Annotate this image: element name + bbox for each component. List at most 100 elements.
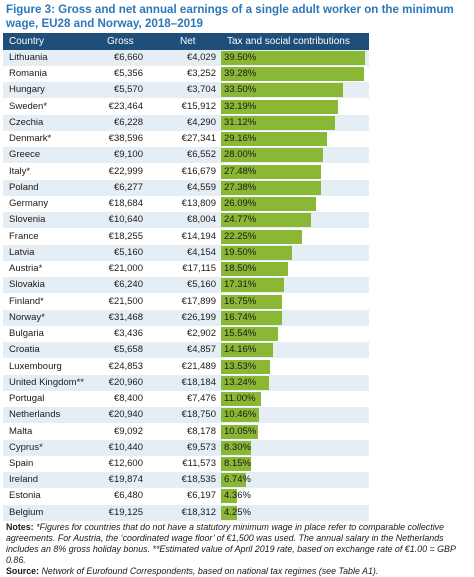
tax-label: 16.74% <box>224 311 257 323</box>
net-cell: €9,573 <box>186 441 216 453</box>
gross-cell: €18,684 <box>108 198 143 210</box>
net-cell: €6,197 <box>186 490 216 502</box>
net-cell: €21,489 <box>181 360 216 372</box>
table-header: Country Gross Net Tax and social contrib… <box>3 33 369 50</box>
country-cell: Slovakia <box>9 279 45 291</box>
net-cell: €16,679 <box>181 165 216 177</box>
country-cell: Netherlands <box>9 409 61 421</box>
tax-label: 8.30% <box>224 441 251 453</box>
figure-title: Figure 3: Gross and net annual earnings … <box>6 3 454 30</box>
net-cell: €13,809 <box>181 198 216 210</box>
tax-bar <box>221 99 339 114</box>
table-row: Ireland €19,874 €18,535 6.74% <box>3 472 369 489</box>
table-row: Austria* €21,000 €17,115 18.50% <box>3 261 369 278</box>
table-row: Italy* €22,999 €16,679 27.48% <box>3 163 369 180</box>
country-cell: Romania <box>9 68 48 80</box>
net-cell: €26,199 <box>181 311 216 323</box>
tax-label: 39.28% <box>224 68 257 80</box>
tax-label: 28.00% <box>224 149 257 161</box>
tax-label: 27.48% <box>224 165 257 177</box>
table-row: Slovenia €10,640 €8,004 24.77% <box>3 212 369 229</box>
tax-bar <box>221 213 312 228</box>
net-cell: €2,902 <box>186 328 216 340</box>
tax-bar <box>221 424 258 439</box>
country-cell: Germany <box>9 198 49 210</box>
gross-cell: €9,092 <box>113 425 143 437</box>
country-cell: Sweden* <box>9 100 48 112</box>
gross-cell: €6,240 <box>113 279 143 291</box>
table-row: Romania €5,356 €3,252 39.28% <box>3 66 369 83</box>
notes-text: *Figures for countries that do not have … <box>6 522 456 565</box>
net-cell: €4,029 <box>186 52 216 63</box>
tax-label: 22.25% <box>224 230 257 242</box>
country-cell: Cyprus* <box>9 441 43 453</box>
tax-bar <box>221 505 237 520</box>
table-row: Finland* €21,500 €17,899 16.75% <box>3 293 369 310</box>
net-cell: €6,552 <box>186 149 216 161</box>
header-net: Net <box>180 36 196 47</box>
tax-bar <box>221 148 324 163</box>
gross-cell: €5,658 <box>113 344 143 356</box>
gross-cell: €19,874 <box>108 474 143 486</box>
table-row: Estonia €6,480 €6,197 4.36% <box>3 488 369 505</box>
gross-cell: €10,440 <box>108 441 143 453</box>
net-cell: €17,899 <box>181 295 216 307</box>
tax-label: 39.50% <box>224 52 257 63</box>
gross-cell: €19,125 <box>108 506 143 518</box>
net-cell: €4,559 <box>186 181 216 193</box>
tax-label: 13.53% <box>224 360 257 372</box>
country-cell: United Kingdom** <box>9 376 84 388</box>
country-cell: Spain <box>9 458 34 469</box>
country-cell: Portugal <box>9 393 45 405</box>
figure-notes: Notes: *Figures for countries that do no… <box>6 522 468 577</box>
tax-bar <box>221 83 344 98</box>
tax-bar <box>221 245 293 260</box>
table-row: Greece €9,100 €6,552 28.00% <box>3 147 369 164</box>
tax-bar <box>221 310 282 325</box>
earnings-table-chart: Country Gross Net Tax and social contrib… <box>3 33 369 521</box>
notes-label: Notes: <box>6 522 34 532</box>
gross-cell: €12,600 <box>108 458 143 469</box>
gross-cell: €21,000 <box>108 263 143 275</box>
tax-bar <box>221 375 270 390</box>
tax-bar <box>221 408 260 423</box>
tax-label: 6.74% <box>224 474 251 486</box>
net-cell: €11,573 <box>182 458 216 469</box>
net-cell: €8,004 <box>186 214 216 226</box>
table-row: Portugal €8,400 €7,476 11.00% <box>3 391 369 408</box>
country-cell: Poland <box>9 181 39 193</box>
tax-bar <box>221 359 271 374</box>
gross-cell: €3,436 <box>113 328 143 340</box>
table-row: Cyprus* €10,440 €9,573 8.30% <box>3 439 369 456</box>
country-cell: Norway* <box>9 311 45 323</box>
gross-cell: €5,570 <box>113 84 143 96</box>
table-row: Lithuania €6,660 €4,029 39.50% <box>3 50 369 66</box>
tax-label: 24.77% <box>224 214 257 226</box>
country-cell: Slovenia <box>9 214 46 226</box>
tax-label: 8.15% <box>224 458 251 469</box>
table-row: Malta €9,092 €8,178 10.05% <box>3 423 369 440</box>
tax-bar <box>221 327 278 342</box>
tax-bar <box>221 489 237 504</box>
gross-cell: €6,277 <box>113 181 143 193</box>
gross-cell: €20,960 <box>108 376 143 388</box>
gross-cell: €5,356 <box>113 68 143 80</box>
country-cell: Luxembourg <box>9 360 62 372</box>
header-tax: Tax and social contributions <box>227 36 350 47</box>
table-row: United Kingdom** €20,960 €18,184 13.24% <box>3 374 369 391</box>
header-country: Country <box>9 36 45 47</box>
tax-bar <box>221 180 321 195</box>
net-cell: €8,178 <box>186 425 216 437</box>
country-cell: Hungary <box>9 84 45 96</box>
tax-bar <box>221 457 251 471</box>
net-cell: €27,341 <box>181 133 216 145</box>
country-cell: Malta <box>9 425 33 437</box>
table-row: Poland €6,277 €4,559 27.38% <box>3 179 369 196</box>
table-row: Sweden* €23,464 €15,912 32.19% <box>3 98 369 115</box>
table-row: Latvia €5,160 €4,154 19.50% <box>3 244 369 261</box>
net-cell: €3,704 <box>186 84 216 96</box>
tax-label: 15.54% <box>224 328 257 340</box>
table-row: Denmark* €38,596 €27,341 29.16% <box>3 131 369 148</box>
table-row: Spain €12,600 €11,573 8.15% <box>3 456 369 472</box>
tax-bar <box>221 392 262 407</box>
